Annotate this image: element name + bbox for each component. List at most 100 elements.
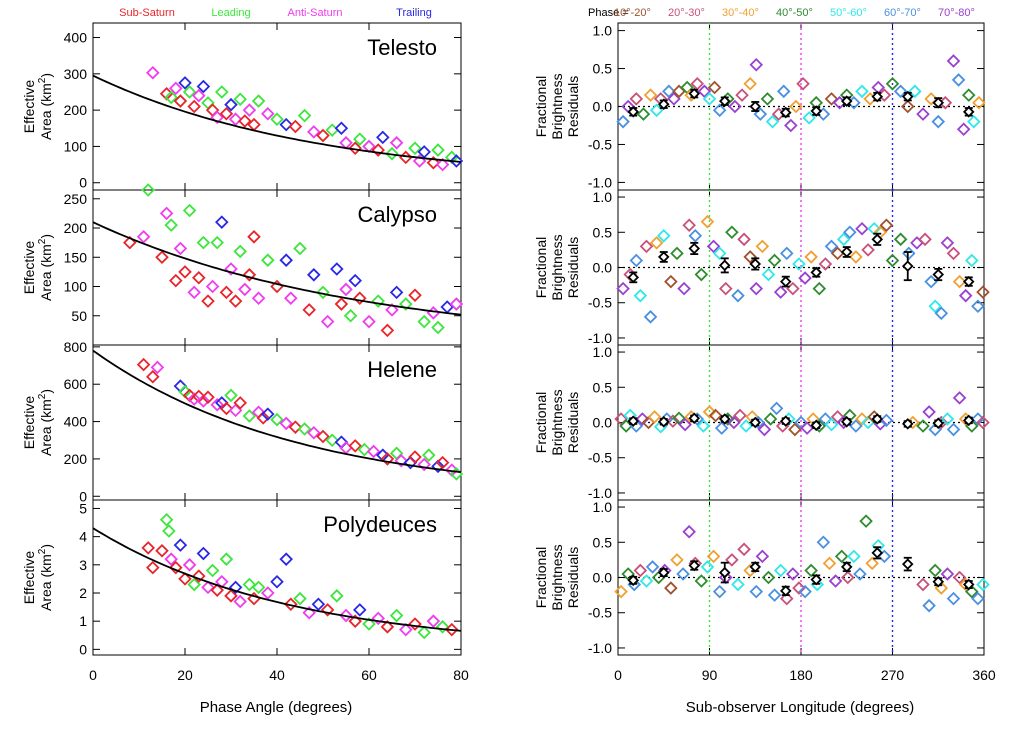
y-tick-label: 400 xyxy=(64,414,88,430)
y-tick-label: 1.0 xyxy=(593,344,613,360)
y-tick-label: 300 xyxy=(64,66,88,82)
data-point xyxy=(288,420,303,434)
data-point xyxy=(855,412,869,426)
residuals-polydeuces: 1.0 0.5 0.0 -0.5 -1.00 90 180 270 360 FractionalB… xyxy=(533,499,996,683)
y-tick-label: 800 xyxy=(64,339,88,355)
mean-point xyxy=(657,251,670,263)
data-point xyxy=(633,288,648,303)
y-axis-label-end: ) xyxy=(38,544,54,549)
data-point xyxy=(616,281,630,296)
mean-point xyxy=(901,260,914,272)
mean-point xyxy=(840,95,853,107)
data-point xyxy=(284,597,298,612)
y-tick-label: 0.0 xyxy=(593,570,613,586)
data-point xyxy=(718,281,733,296)
data-point xyxy=(676,567,690,581)
y-axis-label-line: Fractional xyxy=(533,237,549,298)
data-point xyxy=(412,154,427,168)
data-point xyxy=(976,577,990,592)
data-point xyxy=(233,244,247,259)
data-point xyxy=(865,556,879,571)
data-point xyxy=(682,524,696,539)
data-point xyxy=(697,84,712,99)
data-point xyxy=(792,257,806,271)
data-point xyxy=(824,417,839,432)
data-point xyxy=(967,114,981,129)
data-point xyxy=(931,114,946,129)
mean-point xyxy=(779,415,792,427)
data-point xyxy=(293,591,307,606)
data-point xyxy=(700,560,715,574)
data-point xyxy=(924,274,938,289)
data-point xyxy=(219,552,234,566)
data-point xyxy=(173,241,188,256)
data-point xyxy=(916,107,930,121)
y-axis-label-line: Fractional xyxy=(533,392,549,453)
y-axis-label: EffectiveArea (km2) xyxy=(21,389,54,456)
mean-point xyxy=(718,259,731,272)
y-axis-label-line: Effective xyxy=(21,551,37,605)
data-point xyxy=(971,412,985,426)
data-point xyxy=(971,299,985,314)
data-point xyxy=(169,273,183,288)
data-point xyxy=(694,267,709,282)
data-point xyxy=(830,246,845,261)
mean-point xyxy=(810,105,823,117)
y-axis-label-line: Effective xyxy=(21,241,37,295)
data-point xyxy=(853,567,867,581)
data-point xyxy=(804,250,818,264)
data-point xyxy=(908,84,922,99)
data-point xyxy=(385,303,399,317)
data-point xyxy=(408,288,422,303)
data-point xyxy=(727,415,741,430)
mean-point xyxy=(840,246,853,258)
residuals-telesto: 1.0 0.5 0.0 -0.5 -1.0 FractionalBrightnessRes… xyxy=(533,22,986,191)
data-point xyxy=(667,92,681,106)
data-point xyxy=(922,598,936,613)
y-axis-label-line: Brightness xyxy=(549,73,565,139)
data-point xyxy=(210,583,224,597)
y-tick-label: 0 xyxy=(79,641,87,657)
data-point xyxy=(789,99,803,114)
data-point xyxy=(885,253,900,268)
legend-anti-saturn: Anti-Saturn xyxy=(287,7,342,19)
y-axis-label-end: ) xyxy=(38,234,54,239)
data-point xyxy=(159,206,174,221)
data-point xyxy=(739,419,753,433)
data-point xyxy=(749,57,764,72)
fit-curve xyxy=(92,74,462,163)
data-point xyxy=(707,80,722,95)
data-point xyxy=(178,265,192,279)
fit-curve xyxy=(92,221,462,316)
data-point xyxy=(847,549,861,564)
data-point xyxy=(700,214,715,229)
data-point xyxy=(796,76,810,91)
data-point xyxy=(302,303,316,317)
data-point xyxy=(307,268,321,282)
moon-name: Polydeuces xyxy=(323,512,437,537)
mean-point xyxy=(932,575,945,588)
data-point xyxy=(728,99,742,114)
mean-point xyxy=(718,413,731,425)
data-point xyxy=(946,54,961,68)
mean-point xyxy=(901,418,914,430)
y-axis-label-line: Area (km xyxy=(38,83,54,140)
data-point xyxy=(146,560,160,575)
y-tick-label: 150 xyxy=(64,249,88,265)
mean-point xyxy=(749,416,762,429)
mean-point xyxy=(749,258,762,270)
data-point xyxy=(371,294,385,308)
y-axis-label-line: Effective xyxy=(21,80,37,134)
data-point xyxy=(946,591,961,606)
data-point xyxy=(270,112,284,126)
data-point xyxy=(394,454,408,468)
data-point xyxy=(187,99,201,114)
y-tick-label: -1.0 xyxy=(588,330,612,346)
data-point xyxy=(426,155,441,170)
legend-phase-bin: 50°-60° xyxy=(830,7,867,19)
x-tick-label: 40 xyxy=(269,667,285,683)
y-tick-label: -1.0 xyxy=(588,485,612,501)
data-point xyxy=(893,232,908,247)
data-point xyxy=(348,439,362,453)
